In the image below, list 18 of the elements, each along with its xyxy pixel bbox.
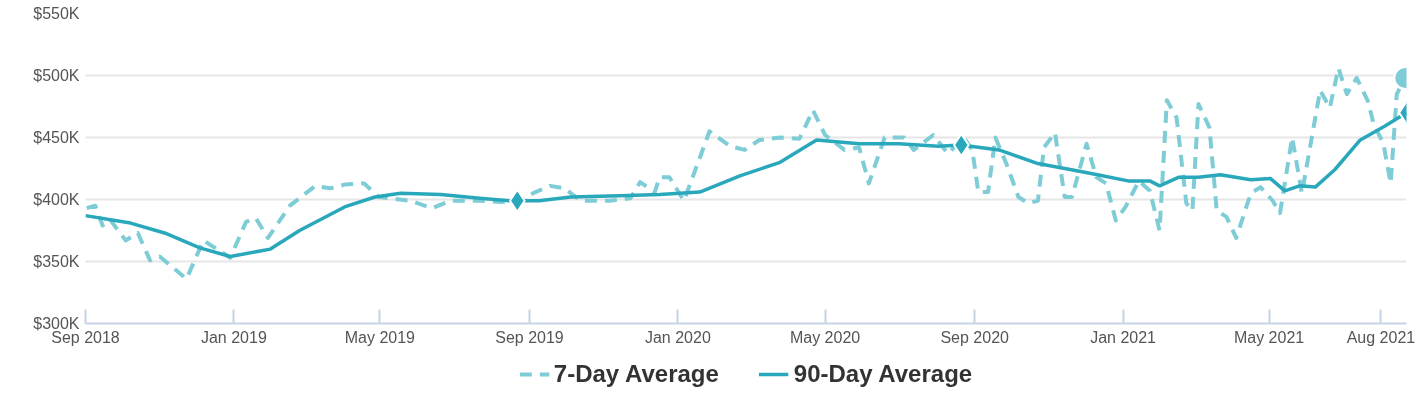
y-tick-label: $550K xyxy=(33,5,80,22)
x-tick-label: Jan 2019 xyxy=(200,328,267,346)
y-tick-label: $350K xyxy=(33,253,80,270)
x-tick-label: Aug 2021 xyxy=(1346,328,1416,346)
y-tick-label: $500K xyxy=(33,67,80,84)
point xyxy=(508,188,526,213)
point xyxy=(952,132,970,157)
y-tick-label: $400K xyxy=(33,191,80,208)
x-tick-label: Sep 2020 xyxy=(940,328,1010,346)
y-tick-label: $450K xyxy=(33,129,80,146)
x-tick-label: Sep 2019 xyxy=(495,328,564,346)
x-tick-label: May 2019 xyxy=(344,328,416,346)
x-tick-label: May 2020 xyxy=(789,328,861,346)
legend-label: 90-Day Average xyxy=(793,360,973,388)
legend-label: 7-Day Average xyxy=(553,360,719,388)
x-tick-label: Jan 2020 xyxy=(644,328,711,346)
x-tick-label: Jan 2021 xyxy=(1090,328,1157,346)
x-tick-label: May 2021 xyxy=(1233,328,1305,346)
